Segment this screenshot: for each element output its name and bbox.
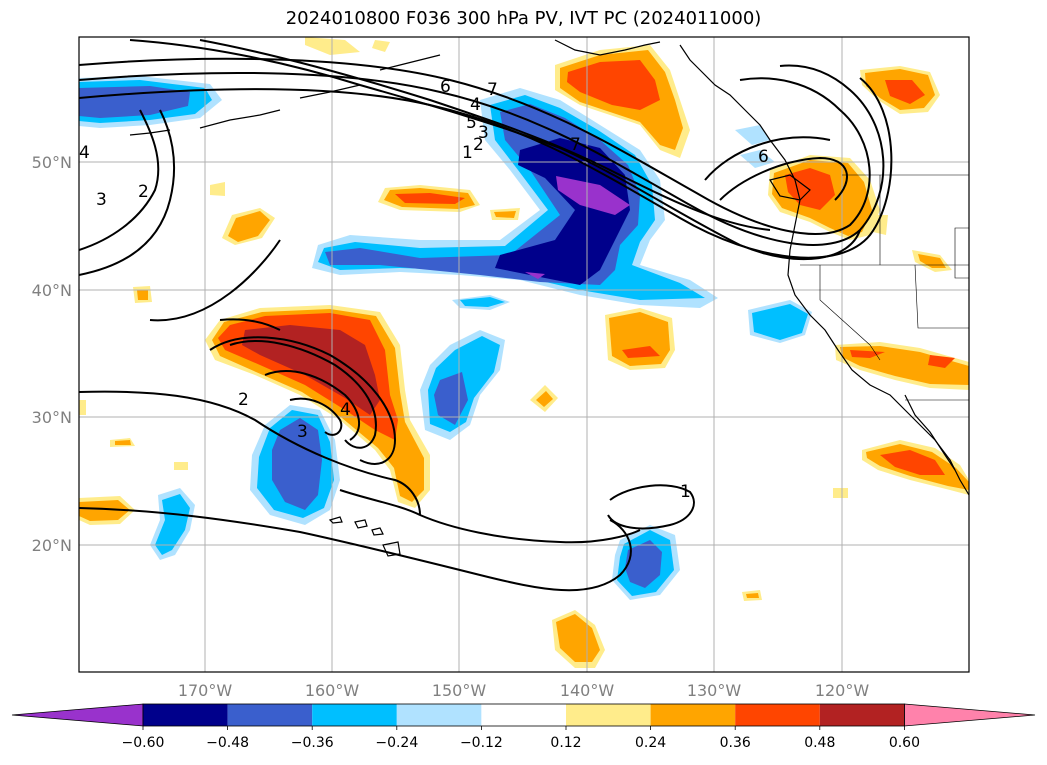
lat-label: 30°N [32,408,72,427]
colorbar-tick-label: −0.24 [375,735,418,751]
contour-label: 5 [466,113,477,133]
contour-label: 4 [79,143,90,163]
colorbar-segment [227,704,313,726]
map-title: 2024010800 F036 300 hPa PV, IVT PC (2024… [285,8,762,29]
colorbar: −0.60 −0.48 −0.36 −0.24 −0.12 0.12 0.24 0.36 0.4… [11,703,1036,751]
lat-label: 40°N [32,281,72,300]
contour-label: 3 [297,422,308,442]
contour-label: 6 [440,77,451,97]
map-content: 7 6 5 4 3 2 1 7 6 3 2 4 4 3 2 1 [79,37,969,672]
contour-label: 1 [462,143,473,163]
lon-label: 140°W [560,681,615,700]
lon-label: 120°W [815,681,870,700]
colorbar-segment [312,704,397,726]
colorbar-tick-label: −0.12 [460,735,503,751]
shading-layer [79,37,969,668]
lat-labels: 50°N 40°N 30°N 20°N [32,153,72,555]
contour-label: 3 [478,123,489,143]
pv-contours [79,39,893,592]
contour-labels: 7 6 5 4 3 2 1 7 6 3 2 4 4 3 2 1 [79,77,769,502]
contour-label: 4 [470,95,481,115]
contour-label: 4 [340,400,351,420]
colorbar-segment [481,704,566,726]
colorbar-extend-high [904,703,1036,727]
colorbar-tick-label: −0.60 [122,735,165,751]
colorbar-tick-label: 0.12 [550,735,581,751]
colorbar-tick-label: −0.48 [206,735,249,751]
lon-label: 150°W [432,681,487,700]
colorbar-segment [396,704,482,726]
colorbar-tick-label: 0.48 [804,735,835,751]
colorbar-tick-label: 0.60 [889,735,920,751]
lon-label: 160°W [305,681,360,700]
colorbar-segment [566,704,651,726]
contour-label: 2 [238,390,249,410]
map-frame [78,36,970,673]
colorbar-segment [819,704,905,726]
lat-label: 20°N [32,536,72,555]
gridlines [79,37,969,672]
colorbar-segment [735,704,820,726]
lon-label: 170°W [178,681,233,700]
colorbar-segment [143,704,228,726]
colorbar-segment [650,704,736,726]
colorbar-tick-label: −0.36 [291,735,334,751]
contour-label: 6 [758,147,769,167]
contour-label: 7 [570,135,581,155]
colorbar-border [142,703,905,727]
lon-label: 130°W [687,681,742,700]
contour-label: 1 [680,482,691,502]
contour-label: 7 [487,80,498,100]
colorbar-extend-low [11,703,144,727]
lon-labels: 170°W 160°W 150°W 140°W 130°W 120°W [178,681,870,700]
contour-label: 2 [138,182,149,202]
contour-label: 2 [473,135,484,155]
contour-label: 3 [96,190,107,210]
colorbar-tick-label: 0.36 [720,735,751,751]
lat-label: 50°N [32,153,72,172]
colorbar-tick-label: 0.24 [635,735,666,751]
